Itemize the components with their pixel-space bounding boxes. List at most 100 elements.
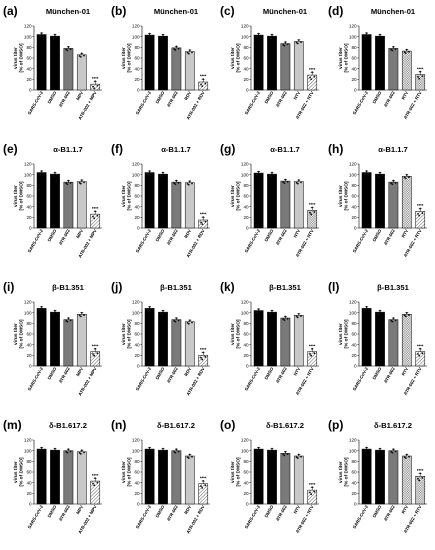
replicate-point [40, 170, 43, 172]
x-tick-label: DMSO [372, 504, 383, 518]
bar-atr-002 [171, 47, 182, 91]
replicate-point [201, 358, 204, 361]
significance-marker: **** [417, 66, 424, 71]
y-tick-label: 40 [243, 480, 249, 485]
x-tick-label: SARS-CoV-2 [135, 366, 153, 392]
bar-atr-002-rdv [198, 81, 209, 91]
y-axis-label: virus titer[% of DMSO] [338, 43, 350, 72]
replicate-point [313, 490, 316, 493]
bar-atr-002 [388, 319, 399, 367]
y-tick-label: 0 [29, 364, 32, 369]
bar-sars-cov-2 [253, 34, 264, 91]
replicate-point [391, 49, 394, 52]
panel-title: α-B1.1.7 [53, 145, 83, 154]
y-tick-label: 0 [29, 502, 32, 507]
bar-atr-002-rtv [415, 211, 426, 229]
replicate-point [404, 457, 407, 459]
x-tick-label: DMSO [264, 90, 275, 104]
bar-sars-cov-2 [144, 448, 155, 505]
replicate-point [80, 311, 83, 314]
x-tick-label: RDV [183, 366, 192, 377]
replicate-point [296, 42, 299, 45]
replicate-point [310, 354, 313, 357]
replicate-point [69, 182, 72, 184]
y-axis-label-line: [% of DMSO] [19, 181, 25, 210]
replicate-point [66, 320, 69, 323]
replicate-point [148, 32, 151, 35]
x-tick-label: DMSO [155, 228, 166, 242]
x-tick-label: SARS-CoV-2 [27, 90, 45, 116]
y-axis-label-line: [% of DMSO] [19, 43, 25, 72]
significance-marker: **** [200, 74, 207, 79]
panel-title: δ-B1.617.2 [374, 421, 412, 430]
replicate-point [204, 356, 207, 358]
x-tick-label: DMSO [47, 90, 58, 104]
y-axis-label-line: virus titer [13, 461, 19, 483]
panel-title: München-01 [46, 7, 91, 16]
y-tick-label: 40 [351, 204, 357, 209]
replicate-point [164, 450, 167, 452]
y-tick-label: 40 [351, 342, 357, 347]
replicate-point [188, 319, 191, 322]
panel-label: (b) [111, 4, 126, 18]
y-tick-label: 0 [137, 88, 140, 93]
replicate-point [187, 52, 190, 55]
replicate-point [83, 181, 85, 184]
replicate-point [394, 319, 397, 322]
bar-ntv [293, 41, 304, 91]
y-axis-label-line: virus titer [230, 47, 236, 69]
replicate-point [259, 448, 262, 451]
bar-atr-002-rdv [198, 355, 209, 367]
bar-atr-002 [63, 319, 74, 367]
bar-dmso [375, 449, 385, 505]
x-tick-label: DMSO [264, 504, 275, 518]
y-tick-label: 40 [134, 342, 140, 347]
y-axis-label-line: [% of DMSO] [236, 457, 242, 486]
replicate-point [96, 84, 99, 87]
bar-mpv [76, 451, 87, 505]
replicate-point [311, 347, 314, 350]
bar-atr-002 [63, 450, 74, 505]
bar-sars-cov-2 [253, 448, 264, 505]
bar-sars-cov-2 [144, 308, 155, 367]
y-axis-label-line: virus titer [121, 185, 127, 207]
x-tick-label: NTV [293, 366, 302, 376]
replicate-point [42, 448, 45, 451]
replicate-point [56, 36, 59, 38]
replicate-point [67, 179, 70, 182]
replicate-point [378, 313, 380, 316]
replicate-point [93, 87, 96, 90]
replicate-point [286, 43, 289, 46]
replicate-point [259, 172, 262, 175]
replicate-point [418, 77, 421, 80]
y-tick-label: 40 [26, 342, 32, 347]
x-tick-label: SARS-CoV-2 [27, 366, 45, 392]
x-tick-label: DMSO [155, 90, 166, 104]
y-tick-label: 80 [26, 459, 32, 464]
y-tick-label: 20 [243, 215, 249, 220]
x-tick-label: ATR-002 [275, 228, 288, 246]
replicate-point [201, 85, 204, 88]
panel-title: β-B1.351 [269, 283, 301, 292]
significance-marker: **** [309, 67, 316, 72]
bar-dmso [267, 35, 277, 91]
x-tick-label: ATR-002 [383, 366, 396, 384]
bar-dmso [375, 35, 385, 91]
panel-label: (h) [328, 142, 343, 156]
x-tick-label: RDV [183, 228, 192, 239]
y-tick-label: 80 [134, 45, 140, 50]
y-axis-label-line: virus titer [338, 323, 344, 345]
x-tick-label: SARS-CoV-2 [352, 504, 370, 530]
panel-title: δ-B1.617.2 [157, 421, 195, 430]
x-tick-label: DMSO [47, 228, 58, 242]
y-tick-label: 20 [134, 215, 140, 220]
panel-title: α-B1.1.7 [378, 145, 408, 154]
replicate-point [364, 173, 367, 176]
replicate-point [69, 319, 72, 322]
replicate-point [150, 308, 153, 311]
replicate-point [408, 455, 410, 458]
y-tick-label: 20 [26, 491, 32, 496]
replicate-point [66, 49, 69, 52]
x-tick-label: ATR-002 [166, 228, 179, 246]
panel-label: (n) [111, 418, 126, 432]
